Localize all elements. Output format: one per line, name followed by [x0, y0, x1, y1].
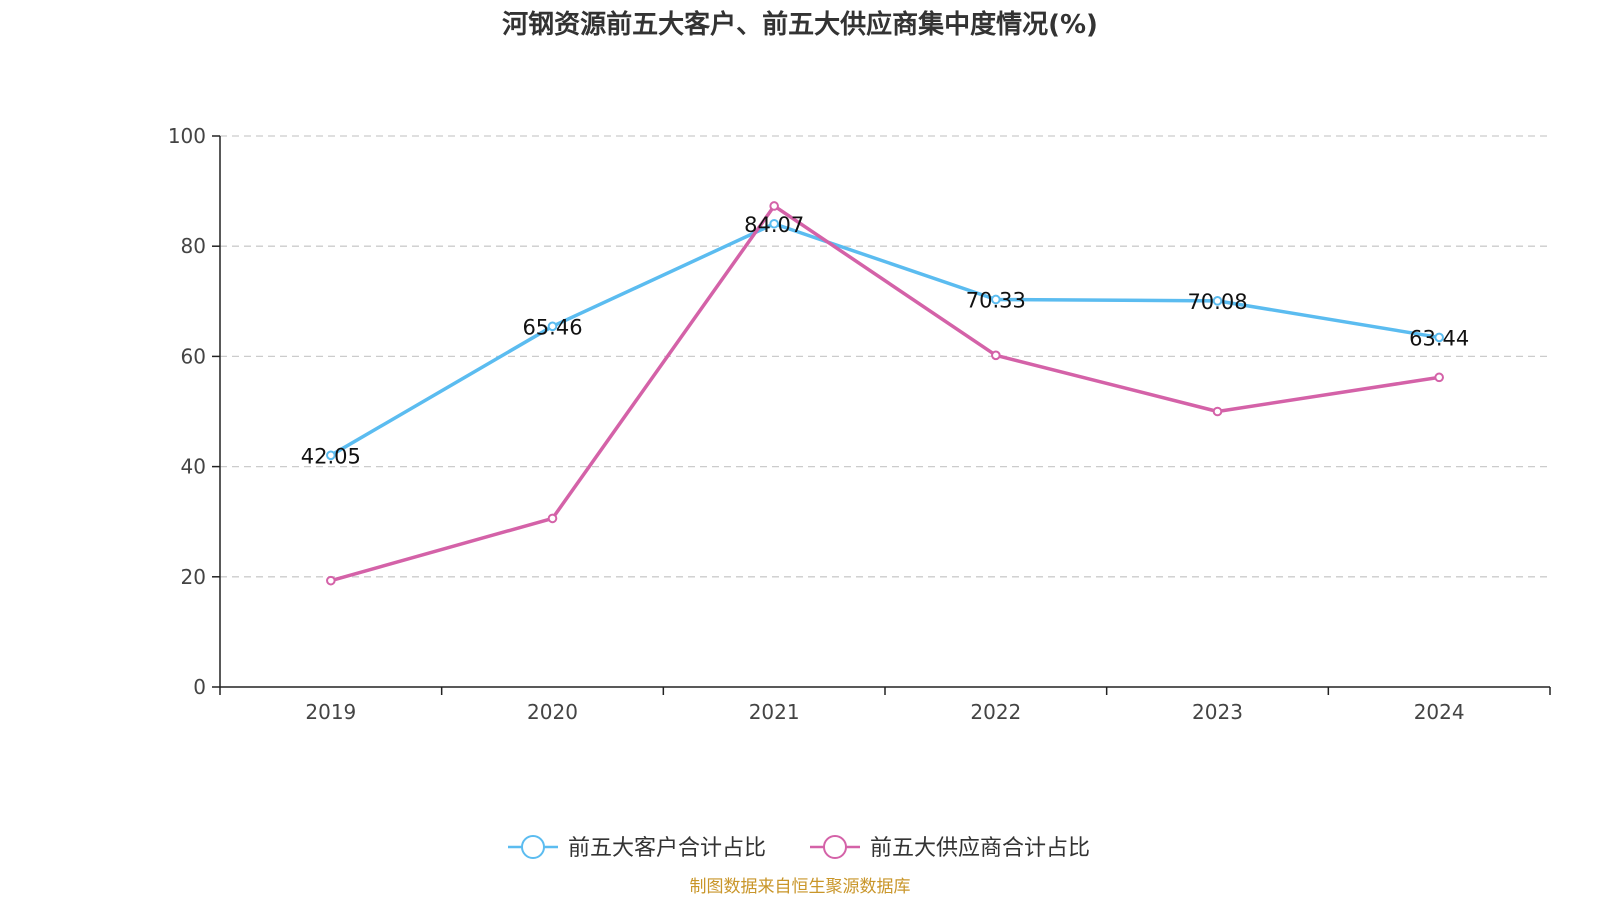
data-labels: 42.05 65.46 84.07 70.33 70.08 63.44	[301, 213, 1469, 469]
y-tick-label: 40	[181, 455, 206, 479]
y-tick-label: 60	[181, 344, 206, 368]
series-1	[326, 218, 1444, 461]
series-line	[330, 204, 1440, 583]
data-label: 70.33	[966, 288, 1026, 312]
legend: 前五大客户合计占比 前五大供应商合计占比	[508, 835, 1090, 861]
legend-item-1: 前五大客户合计占比	[508, 835, 766, 861]
data-label: 42.05	[301, 444, 361, 468]
x-tick-label: 2021	[749, 700, 800, 724]
y-tick-label: 100	[168, 124, 206, 148]
data-point	[1212, 296, 1223, 306]
x-tick-label: 2022	[970, 700, 1021, 724]
legend-label: 前五大供应商合计占比	[870, 836, 1090, 861]
data-point	[1434, 332, 1444, 343]
axes: 0 20 40 60 80 100 2019 2020 2021 2022 2023 2024	[168, 124, 1551, 724]
data-point	[326, 450, 336, 461]
series-2	[326, 201, 1444, 586]
source-note: 制图数据来自恒生聚源数据库	[690, 877, 911, 897]
legend-marker	[521, 835, 545, 859]
series-group	[326, 201, 1444, 586]
legend-label: 前五大客户合计占比	[568, 836, 766, 861]
y-tick-label: 20	[181, 565, 206, 589]
x-tick-label: 2019	[305, 700, 356, 724]
data-label: 70.08	[1187, 290, 1247, 314]
chart-title: 河钢资源前五大客户、前五大供应商集中度情况(%)	[502, 9, 1098, 40]
data-point	[769, 201, 779, 211]
data-point	[991, 294, 1001, 305]
x-tick-label: 2020	[527, 700, 578, 724]
data-point	[1212, 406, 1223, 417]
x-tick-label: 2023	[1192, 700, 1243, 724]
y-tick-label: 0	[193, 675, 206, 699]
data-point	[769, 218, 779, 229]
data-point	[991, 350, 1001, 361]
data-point	[547, 321, 558, 332]
data-point	[326, 575, 336, 586]
data-point	[1434, 372, 1444, 383]
legend-item-2: 前五大供应商合计占比	[810, 835, 1090, 861]
y-tick-label: 80	[181, 234, 206, 258]
data-label: 63.44	[1409, 326, 1469, 350]
data-label: 65.46	[522, 315, 582, 339]
legend-marker	[823, 835, 847, 859]
data-point	[547, 513, 558, 524]
series-line	[329, 222, 1440, 457]
grid-lines	[220, 135, 1550, 578]
data-label: 84.07	[744, 213, 804, 237]
x-tick-label: 2024	[1414, 700, 1465, 724]
